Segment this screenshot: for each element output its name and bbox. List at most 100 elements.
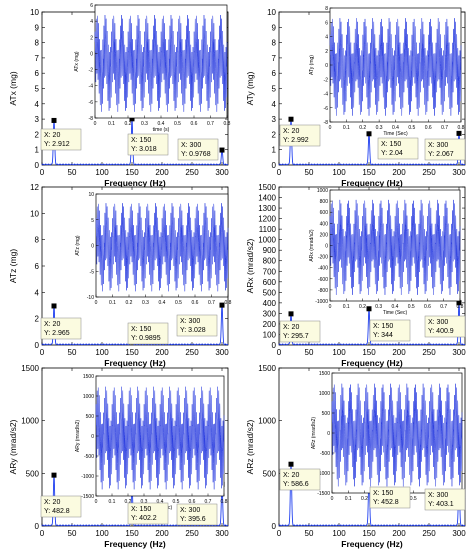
y-tick-label: 1	[272, 146, 277, 155]
inset-y-tick-label: 0	[91, 244, 94, 250]
inset-x-tick-label: 0.3	[142, 300, 149, 306]
datatip-y-text: Y: 0.9895	[131, 335, 161, 342]
datatip-y-text: Y: 2.067	[428, 151, 454, 158]
inset-y-axis-label: ARy (mrad/s2)	[75, 420, 81, 453]
y-tick-label: 1200	[258, 215, 276, 224]
inset-y-tick-label: 1500	[83, 374, 94, 380]
x-tick-label: 250	[185, 529, 199, 538]
datatip-box	[176, 314, 218, 337]
y-axis-label: ARx (mrad/s2)	[245, 238, 255, 293]
spectrum-series-line	[278, 301, 466, 346]
inset-y-tick-label: 0	[90, 51, 93, 57]
x-tick-label: 0	[277, 168, 282, 177]
inset-x-tick-label: 0.6	[189, 499, 196, 505]
x-axis-label: Frequency (Hz)	[104, 539, 166, 549]
y-tick-label: 1000	[21, 417, 39, 426]
x-tick-label: 100	[332, 348, 346, 357]
inset-y-tick-label: -4	[89, 84, 94, 90]
y-tick-label: 4	[35, 288, 40, 297]
x-tick-label: 300	[215, 529, 229, 538]
inset-x-tick-label: 0.3	[376, 125, 383, 131]
inset-x-tick-label: 0.1	[345, 496, 352, 502]
x-tick-label: 100	[332, 168, 346, 177]
inset-x-tick-label: 0.7	[205, 499, 212, 505]
inset-x-tick-label: 0.3	[141, 121, 148, 127]
y-tick-label: 700	[263, 267, 277, 276]
x-tick-label: 150	[362, 348, 376, 357]
datatip-box	[127, 502, 169, 525]
x-tick-label: 300	[215, 348, 229, 357]
y-tick-label: 4	[35, 100, 40, 109]
x-tick-label: 100	[95, 529, 109, 538]
datatip-x-text: X: 150	[131, 137, 151, 144]
datatip-y-text: Y: 395.6	[180, 516, 206, 523]
inset-y-tick-label: 1000	[319, 391, 330, 397]
inset-x-tick-label: 0.1	[343, 125, 350, 131]
datatip-y-text: Y: 402.2	[131, 515, 157, 522]
datatip-x-text: X: 300	[180, 318, 200, 325]
inset-x-tick-label: 0.2	[359, 304, 366, 310]
y-tick-label: 500	[263, 288, 277, 297]
inset-plot: -1500 -1000 -500 0 500 1000 1500 0 0.1 0.2 0.3 0.4 0…	[75, 374, 228, 511]
datatip: X: 300 Y: 395.6	[176, 503, 218, 526]
inset-y-tick-label: 1000	[83, 394, 94, 400]
y-tick-label: 10	[30, 209, 39, 218]
inset-x-tick-label: 0.1	[108, 121, 115, 127]
x-axis-label: Frequency (Hz)	[341, 178, 403, 188]
datatip-x-text: X: 20	[44, 499, 60, 506]
datatip: X: 20 Y: 482.8	[40, 495, 82, 518]
datatip-y-text: Y: 2.992	[283, 137, 309, 144]
inset-x-tick-label: 0.6	[425, 125, 432, 131]
y-tick-label: 6	[272, 69, 277, 78]
inset-x-tick-label: 0	[94, 121, 97, 127]
x-tick-label: 50	[68, 529, 77, 538]
inset-x-tick-label: 0.7	[207, 121, 214, 127]
inset-x-tick-label: 0.4	[392, 125, 399, 131]
x-tick-label: 300	[452, 529, 466, 538]
inset-y-tick-label: -500	[320, 451, 330, 457]
y-tick-label: 0	[272, 341, 277, 350]
peak-marker	[288, 311, 294, 317]
datatip-x-text: X: 20	[283, 128, 299, 135]
inset-y-tick-label: -1000	[315, 299, 328, 305]
y-tick-label: 2	[35, 130, 40, 139]
inset-y-tick-label: -10	[87, 295, 94, 301]
inset-y-tick-label: 6	[90, 3, 93, 9]
datatip: X: 300 Y: 2.067	[424, 138, 466, 161]
inset-x-tick-label: 0.2	[125, 121, 132, 127]
inset-x-tick-label: 0.8	[221, 499, 228, 505]
datatip: X: 20 Y: 586.6	[279, 468, 321, 491]
y-tick-label: 1100	[259, 225, 277, 234]
x-tick-label: 50	[305, 529, 314, 538]
datatip-box	[369, 319, 411, 342]
y-axis-label: ATy (mg)	[245, 71, 255, 105]
y-tick-label: 1000	[258, 417, 276, 426]
y-tick-label: 0	[35, 522, 40, 531]
inset-x-tick-label: 0.8	[225, 300, 232, 306]
x-tick-label: 150	[125, 529, 139, 538]
y-tick-label: 1500	[21, 364, 39, 373]
x-tick-label: 100	[95, 348, 109, 357]
datatip-y-text: Y: 586.6	[283, 481, 309, 488]
inset-plot: -8 -6 -4 -2 0 2 4 6 8 0 0.1 0.2 0.3 0.4 0.5 0.6 0.7 0.8 Ti…	[309, 6, 465, 137]
inset-y-tick-label: -200	[318, 255, 328, 261]
inset-plot: -1000 -800 -600 -400 -200 0 200 400 600 800 1000 0 0…	[309, 188, 464, 316]
inset-y-tick-label: 10	[88, 192, 94, 198]
inset-x-axis-label: Time (Sec)	[383, 131, 408, 137]
x-tick-label: 250	[422, 529, 436, 538]
y-tick-label: 7	[272, 54, 277, 63]
datatip: X: 150 Y: 452.8	[369, 486, 411, 509]
datatip: X: 20 Y: 2.965	[40, 317, 82, 340]
datatip-y-text: Y: 482.8	[44, 508, 70, 515]
inset-x-axis-label: Time (Sec)	[383, 310, 408, 316]
inset-y-tick-label: -1500	[81, 494, 94, 500]
y-tick-label: 600	[263, 278, 277, 287]
x-tick-label: 100	[95, 168, 109, 177]
inset-x-tick-label: 0.2	[126, 300, 133, 306]
inset-x-tick-label: 0.8	[457, 304, 464, 310]
x-axis-label: Frequency (Hz)	[104, 178, 166, 188]
x-tick-label: 250	[185, 348, 199, 357]
datatip-x-text: X: 20	[283, 324, 299, 331]
y-tick-label: 12	[30, 183, 39, 192]
inset-y-tick-label: 4	[90, 19, 93, 25]
